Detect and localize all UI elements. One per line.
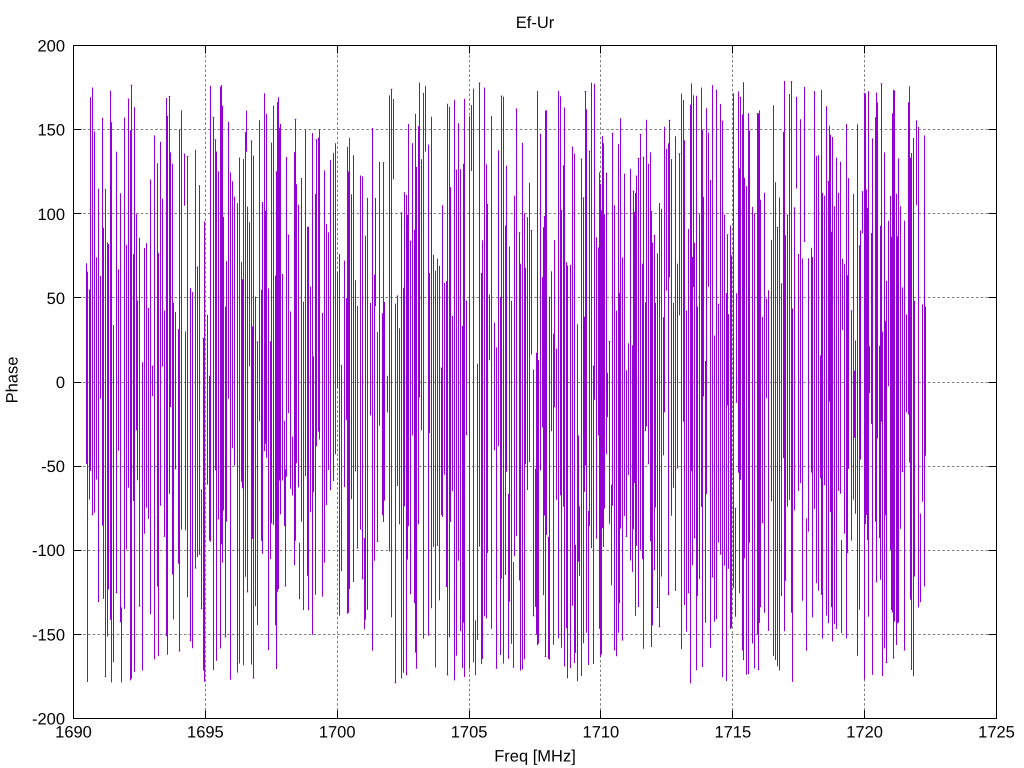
svg-text:1715: 1715: [714, 724, 751, 742]
svg-text:1705: 1705: [451, 724, 488, 742]
svg-text:100: 100: [37, 206, 65, 224]
svg-text:1700: 1700: [319, 724, 356, 742]
svg-text:Freq [MHz]: Freq [MHz]: [494, 748, 576, 766]
svg-text:Phase: Phase: [4, 357, 22, 404]
svg-text:-150: -150: [32, 626, 65, 644]
svg-text:1690: 1690: [55, 724, 92, 742]
svg-text:50: 50: [47, 290, 65, 308]
svg-text:-50: -50: [41, 458, 65, 476]
svg-text:1720: 1720: [846, 724, 883, 742]
svg-text:-200: -200: [32, 711, 65, 729]
svg-text:1710: 1710: [583, 724, 620, 742]
svg-text:Ef-Ur: Ef-Ur: [516, 14, 555, 32]
svg-text:-100: -100: [32, 542, 65, 560]
svg-text:200: 200: [37, 38, 65, 56]
svg-text:1695: 1695: [187, 724, 224, 742]
svg-text:1725: 1725: [978, 724, 1015, 742]
svg-text:150: 150: [37, 122, 65, 140]
svg-text:0: 0: [56, 374, 65, 392]
